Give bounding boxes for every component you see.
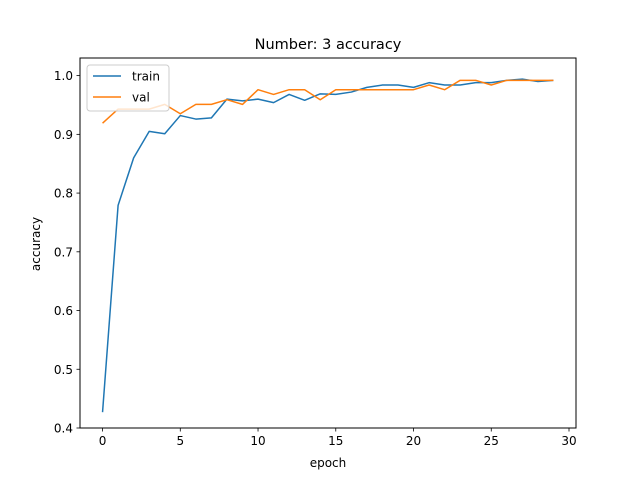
- legend-train-label: train: [132, 70, 160, 84]
- y-tick-label: 1.0: [54, 69, 73, 83]
- y-tick-label: 0.8: [54, 187, 73, 201]
- x-axis-label: epoch: [310, 456, 347, 470]
- y-tick-label: 0.5: [54, 363, 73, 377]
- chart-title: Number: 3 accuracy: [255, 37, 402, 53]
- x-tick-label: 25: [484, 434, 499, 448]
- x-tick-label: 5: [176, 434, 184, 448]
- x-tick-label: 20: [406, 434, 421, 448]
- ticks-layer: 0 5 10 15 20 25 30 0.4 0.5 0.6 0.7 0.8 0.9 1.0: [54, 69, 577, 448]
- y-tick-label: 0.7: [54, 245, 73, 259]
- y-tick-label: 0.4: [54, 422, 73, 436]
- y-tick-label: 0.6: [54, 304, 73, 318]
- y-tick-label: 0.9: [54, 128, 73, 142]
- legend: train val: [86, 64, 170, 112]
- y-axis-label: accuracy: [29, 217, 43, 271]
- legend-val-label: val: [132, 91, 150, 105]
- plot-frame: [79, 57, 577, 429]
- x-tick-label: 30: [561, 434, 576, 448]
- lines-layer: [101, 78, 554, 413]
- x-tick-label: 15: [328, 434, 343, 448]
- x-tick-label: 0: [99, 434, 107, 448]
- x-tick-label: 10: [250, 434, 265, 448]
- series-line-val: [102, 79, 554, 124]
